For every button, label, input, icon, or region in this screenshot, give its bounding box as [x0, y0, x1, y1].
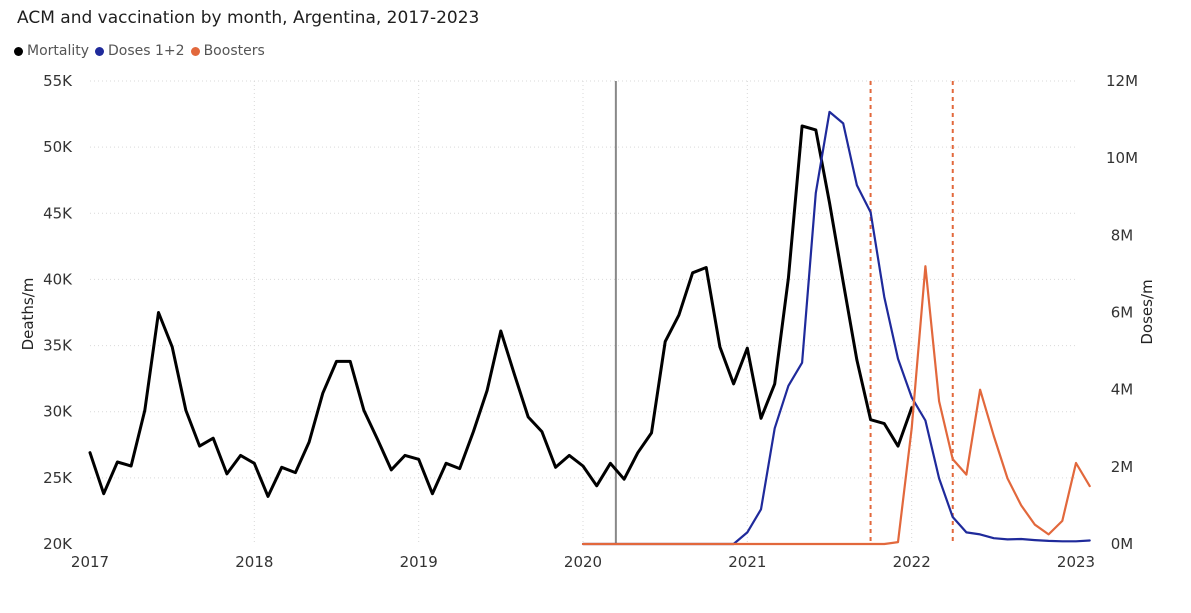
y-tick-label: 30K: [43, 403, 73, 421]
y-tick-label: 20K: [43, 535, 73, 553]
legend-dot-mortality: [14, 46, 23, 56]
y2-tick-label: 10M: [1106, 149, 1138, 167]
y-axis-title: Deaths/m: [19, 278, 37, 351]
y2-axis-title: Doses/m: [1138, 279, 1156, 344]
series-line-doses-1-2: [581, 110, 1091, 546]
legend-dot-boosters: [190, 46, 200, 56]
y-tick-label: 40K: [43, 270, 73, 288]
y-tick-label: 55K: [43, 72, 73, 90]
y2-tick-label: 4M: [1111, 381, 1134, 399]
x-tick-label: 2017: [71, 553, 109, 571]
y2-tick-label: 0M: [1111, 535, 1134, 553]
x-tick-label: 2020: [564, 553, 602, 571]
x-tick-label: 2023: [1057, 553, 1095, 571]
y2-tick-label: 8M: [1111, 226, 1134, 244]
y-tick-label: 25K: [43, 469, 73, 487]
x-tick-label: 2019: [400, 553, 438, 571]
y-tick-label: 50K: [43, 138, 73, 156]
legend-dot-doses: [95, 46, 105, 56]
series-line-mortality: [88, 124, 914, 498]
legend: Mortality Doses 1+2 Boosters: [14, 43, 265, 59]
x-tick-label: 2018: [235, 553, 273, 571]
y2-tick-label: 6M: [1111, 304, 1134, 322]
chart-title: ACM and vaccination by month, Argentina,…: [17, 8, 480, 28]
legend-item-mortality[interactable]: Mortality: [14, 43, 89, 59]
legend-label-boosters: Boosters: [203, 43, 265, 59]
y-tick-label: 45K: [43, 204, 73, 222]
y2-tick-label: 2M: [1111, 458, 1134, 476]
legend-item-boosters[interactable]: Boosters: [190, 43, 265, 59]
x-tick-label: 2021: [728, 553, 766, 571]
x-tick-label: 2022: [893, 553, 931, 571]
legend-label-doses: Doses 1+2: [108, 43, 185, 59]
y-tick-label: 35K: [43, 337, 73, 355]
y2-tick-label: 12M: [1106, 72, 1138, 90]
legend-item-doses[interactable]: Doses 1+2: [95, 43, 185, 59]
legend-label-mortality: Mortality: [27, 43, 90, 59]
series-line-boosters: [581, 265, 1091, 546]
